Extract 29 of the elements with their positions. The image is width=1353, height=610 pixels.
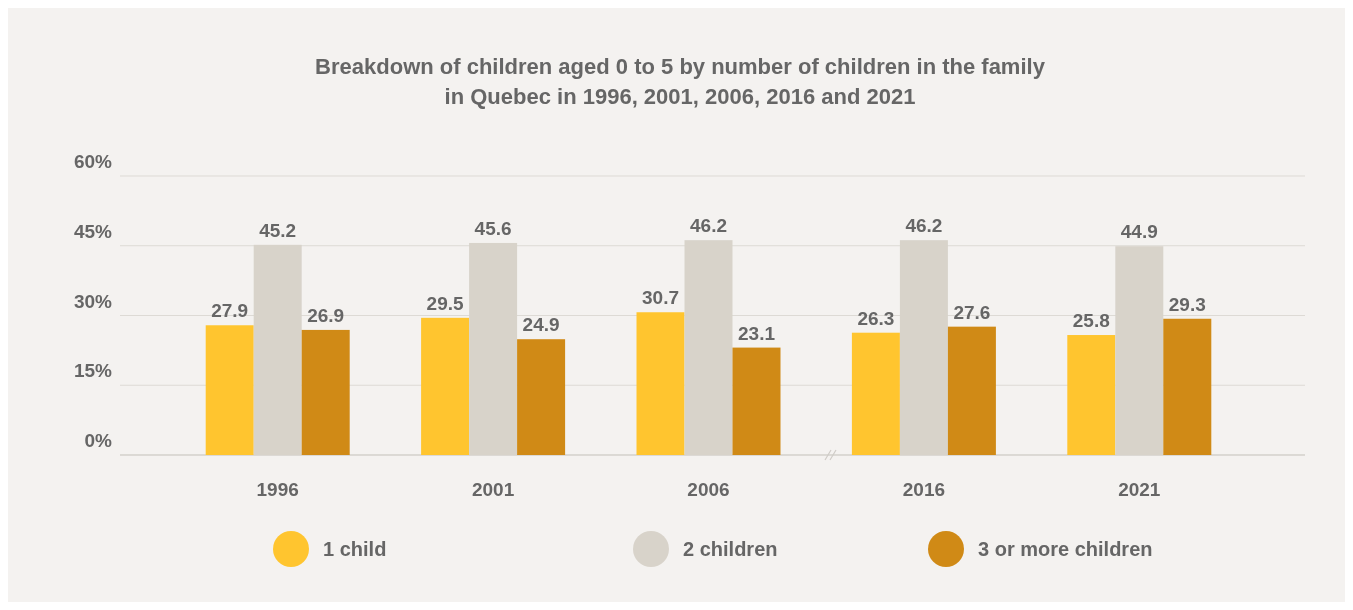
data-label: 26.9 — [307, 304, 345, 326]
x-tick-label: 2006 — [687, 479, 730, 500]
data-label: 46.2 — [905, 215, 943, 237]
legend-label: 2 children — [683, 538, 778, 560]
data-label: 25.8 — [1072, 310, 1110, 332]
legend-label: 3 or more children — [978, 538, 1153, 560]
data-label: 30.7 — [642, 287, 679, 309]
y-tick-label: 30% — [73, 290, 113, 312]
x-tick-label: 2001 — [471, 479, 515, 500]
data-label: 46.2 — [690, 215, 727, 237]
x-tick-label: 2016 — [902, 479, 946, 500]
data-label: 24.9 — [522, 314, 560, 336]
chart-title: Breakdown of children aged 0 to 5 by number of children in the family in Quebec in 1996, 2001, 2006, 2016 and 2021 — [315, 54, 1046, 109]
data-label: 27.6 — [953, 301, 991, 323]
y-tick-label: 60% — [73, 151, 113, 172]
data-label: 27.9 — [211, 300, 249, 322]
y-tick-label: 0% — [84, 430, 113, 451]
data-label: 23.1 — [738, 322, 776, 344]
data-label: 29.5 — [426, 292, 465, 314]
data-label: 29.3 — [1168, 293, 1206, 315]
data-label: 45.6 — [474, 217, 512, 239]
data-label: 26.3 — [857, 307, 895, 329]
data-label: 45.2 — [259, 219, 297, 241]
legend-label: 1 child — [323, 538, 387, 560]
x-tick-label: 1996 — [256, 479, 299, 500]
y-tick-label: 15% — [73, 360, 113, 382]
y-tick-label: 45% — [73, 220, 113, 242]
data-label: 44.9 — [1120, 221, 1158, 243]
x-tick-label: 2021 — [1118, 479, 1161, 500]
